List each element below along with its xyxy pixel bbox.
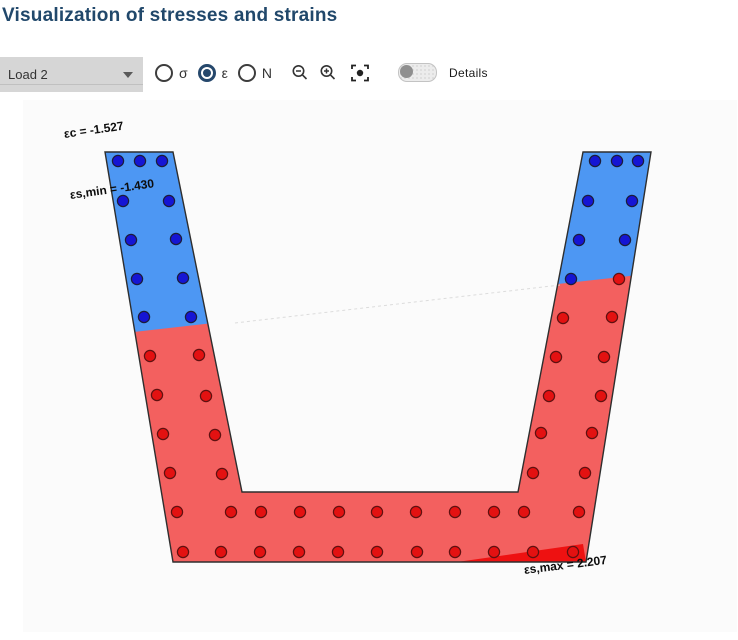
radio-n-label: N bbox=[261, 64, 273, 81]
rebar-dot bbox=[254, 505, 268, 519]
radio-n-circle[interactable] bbox=[237, 63, 256, 82]
radio-epsilon[interactable]: ε bbox=[197, 63, 228, 82]
rebar-dot bbox=[169, 232, 183, 246]
view-controls: σ ε N bbox=[155, 55, 488, 90]
rebar-dot bbox=[116, 194, 130, 208]
rebar-dot bbox=[163, 466, 177, 480]
details-toggle-label: Details bbox=[449, 65, 488, 80]
rebar-dot bbox=[130, 272, 144, 286]
rebar-dot bbox=[572, 505, 586, 519]
rebar-dot bbox=[534, 426, 548, 440]
rebar-dot bbox=[155, 154, 169, 168]
rebar-dot bbox=[143, 349, 157, 363]
rebar-dot bbox=[526, 545, 540, 559]
details-toggle[interactable] bbox=[398, 63, 438, 82]
rebar-dot bbox=[111, 154, 125, 168]
radio-sigma-circle[interactable] bbox=[155, 63, 173, 82]
rebar-dot bbox=[170, 505, 184, 519]
rebar-dot bbox=[610, 154, 624, 168]
rebar-dot bbox=[409, 505, 423, 519]
rebar-dot bbox=[618, 233, 632, 247]
rebar-dot bbox=[549, 350, 563, 364]
rebar-dot bbox=[215, 467, 229, 481]
rebar-dot bbox=[517, 505, 531, 519]
radio-n[interactable]: N bbox=[237, 63, 273, 82]
rebar-dot bbox=[176, 271, 190, 285]
rebar-dot bbox=[331, 545, 345, 559]
rebar-dot bbox=[370, 505, 384, 519]
rebar-dot bbox=[192, 348, 206, 362]
rebar-dot bbox=[448, 545, 462, 559]
rebar-dot bbox=[162, 194, 176, 208]
rebar-dot bbox=[588, 154, 602, 168]
rebar-dot bbox=[410, 545, 424, 559]
rebar-dot bbox=[564, 272, 578, 286]
rebar-dot bbox=[585, 426, 599, 440]
rebar-dot bbox=[208, 428, 222, 442]
rebar-dot bbox=[124, 233, 138, 247]
rebar-dot bbox=[581, 194, 595, 208]
rebar-dot bbox=[133, 154, 147, 168]
section-outline bbox=[104, 151, 652, 563]
load-case-value: Load 2 bbox=[8, 67, 48, 82]
rebar-dot bbox=[253, 545, 267, 559]
rebar-dot bbox=[137, 310, 151, 324]
rebar-dot bbox=[487, 545, 501, 559]
radio-sigma-label: σ bbox=[179, 64, 188, 81]
rebar-dot bbox=[542, 389, 556, 403]
tension-zone bbox=[105, 152, 651, 562]
fit-view-icon[interactable] bbox=[350, 63, 370, 83]
rebar-dot bbox=[184, 310, 198, 324]
chevron-down-icon bbox=[123, 71, 133, 78]
radio-epsilon-label: ε bbox=[221, 64, 228, 81]
rebar-dot bbox=[156, 427, 170, 441]
rebar-dot bbox=[370, 545, 384, 559]
max-strain-zone bbox=[457, 544, 586, 562]
rebar-dot bbox=[594, 389, 608, 403]
rebar-dot bbox=[224, 505, 238, 519]
rebar-dot bbox=[566, 545, 580, 559]
rebar-dot bbox=[448, 505, 462, 519]
rebar-dot bbox=[612, 272, 626, 286]
rebar-dot bbox=[292, 545, 306, 559]
details-toggle-knob[interactable] bbox=[400, 65, 414, 78]
rebar-dot bbox=[597, 350, 611, 364]
rebar-dot bbox=[572, 233, 586, 247]
rebar-dot bbox=[526, 466, 540, 480]
rebar-dot bbox=[556, 311, 570, 325]
zoom-out-icon[interactable] bbox=[290, 63, 310, 83]
rebar-dot bbox=[487, 505, 501, 519]
zoom-in-icon[interactable] bbox=[318, 63, 338, 83]
rebar-dot bbox=[293, 505, 307, 519]
rebar-dot bbox=[631, 154, 645, 168]
neutral-axis-line bbox=[234, 284, 561, 324]
rebar-dot bbox=[605, 310, 619, 324]
load-case-dropdown[interactable]: Load 2 bbox=[0, 57, 143, 92]
dropdown-divider bbox=[0, 84, 143, 85]
rebar-dot bbox=[150, 388, 164, 402]
rebar-dot bbox=[176, 545, 190, 559]
radio-sigma[interactable]: σ bbox=[155, 63, 188, 82]
rebar-dot bbox=[625, 194, 639, 208]
page-title: Visualization of stresses and strains bbox=[2, 5, 338, 26]
rebar-dot bbox=[578, 466, 592, 480]
rebar-dot bbox=[332, 505, 346, 519]
rebar-dot bbox=[214, 545, 228, 559]
rebar-dot bbox=[199, 389, 213, 403]
radio-epsilon-circle[interactable] bbox=[197, 63, 216, 82]
